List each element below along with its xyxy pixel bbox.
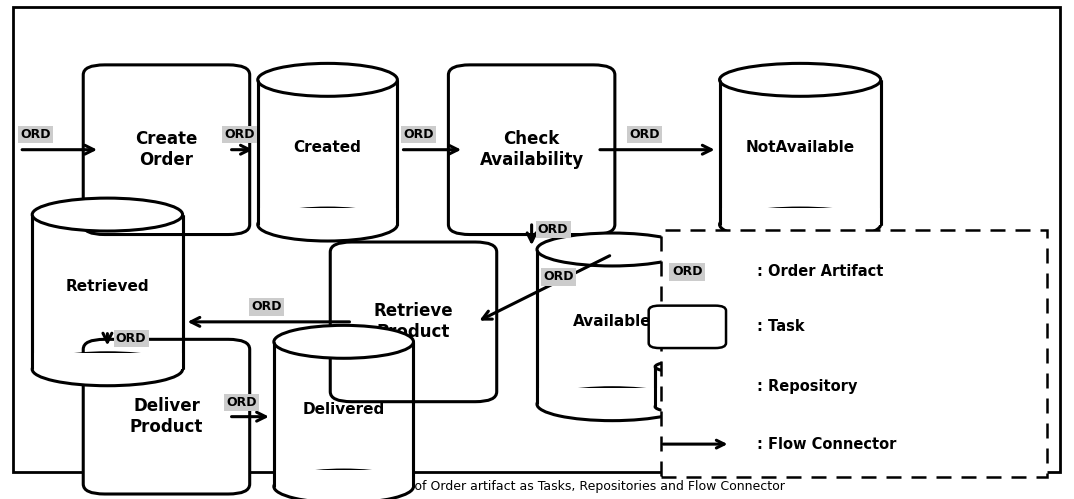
Text: ORD: ORD <box>543 270 574 283</box>
Text: ORD: ORD <box>227 396 257 409</box>
Ellipse shape <box>655 401 720 413</box>
Bar <box>257 208 398 225</box>
Ellipse shape <box>32 353 183 386</box>
Text: Retrieve
Product: Retrieve Product <box>374 302 453 341</box>
Ellipse shape <box>32 198 183 231</box>
Bar <box>273 470 415 487</box>
Ellipse shape <box>258 63 397 96</box>
Text: ORD: ORD <box>251 300 281 313</box>
Text: Figure 2.4 Lifecycle of Order artifact as Tasks, Repositories and Flow Connector: Figure 2.4 Lifecycle of Order artifact a… <box>289 480 785 493</box>
Bar <box>32 215 183 369</box>
FancyBboxPatch shape <box>84 65 249 235</box>
FancyBboxPatch shape <box>661 230 1047 477</box>
Ellipse shape <box>720 63 881 96</box>
Text: Retrieved: Retrieved <box>66 279 149 294</box>
Text: NotAvailable: NotAvailable <box>745 140 855 155</box>
Bar <box>720 80 881 225</box>
FancyBboxPatch shape <box>449 65 614 235</box>
Text: ORD: ORD <box>672 265 702 278</box>
Ellipse shape <box>274 470 413 499</box>
Ellipse shape <box>274 325 413 358</box>
Text: Create
Order: Create Order <box>135 130 198 169</box>
Ellipse shape <box>655 361 720 373</box>
Text: ORD: ORD <box>629 128 659 141</box>
Text: ORD: ORD <box>404 128 434 141</box>
Text: Deliver
Product: Deliver Product <box>130 397 203 436</box>
Text: : Task: : Task <box>757 319 804 334</box>
Ellipse shape <box>720 208 881 241</box>
Text: ORD: ORD <box>224 128 255 141</box>
Bar <box>536 388 688 404</box>
Bar <box>537 250 687 404</box>
Text: Created: Created <box>293 140 362 155</box>
Bar <box>274 342 413 487</box>
Bar <box>655 367 720 407</box>
FancyBboxPatch shape <box>13 7 1060 472</box>
Text: ORD: ORD <box>538 223 568 236</box>
FancyBboxPatch shape <box>649 305 726 348</box>
Text: Delivered: Delivered <box>303 402 384 417</box>
Ellipse shape <box>537 233 687 266</box>
Text: : Flow Connector: : Flow Connector <box>757 437 897 452</box>
Text: Check
Availability: Check Availability <box>479 130 584 169</box>
Text: ORD: ORD <box>116 332 146 345</box>
Text: : Repository: : Repository <box>757 379 857 394</box>
Bar <box>654 401 721 407</box>
FancyBboxPatch shape <box>331 242 496 402</box>
Text: ORD: ORD <box>20 128 50 141</box>
FancyBboxPatch shape <box>84 339 249 494</box>
Ellipse shape <box>258 208 397 241</box>
Bar <box>31 353 184 369</box>
Bar <box>258 80 397 225</box>
Ellipse shape <box>537 388 687 421</box>
Text: Available: Available <box>572 314 652 329</box>
Bar <box>719 208 882 225</box>
Text: : Order Artifact: : Order Artifact <box>757 264 884 279</box>
